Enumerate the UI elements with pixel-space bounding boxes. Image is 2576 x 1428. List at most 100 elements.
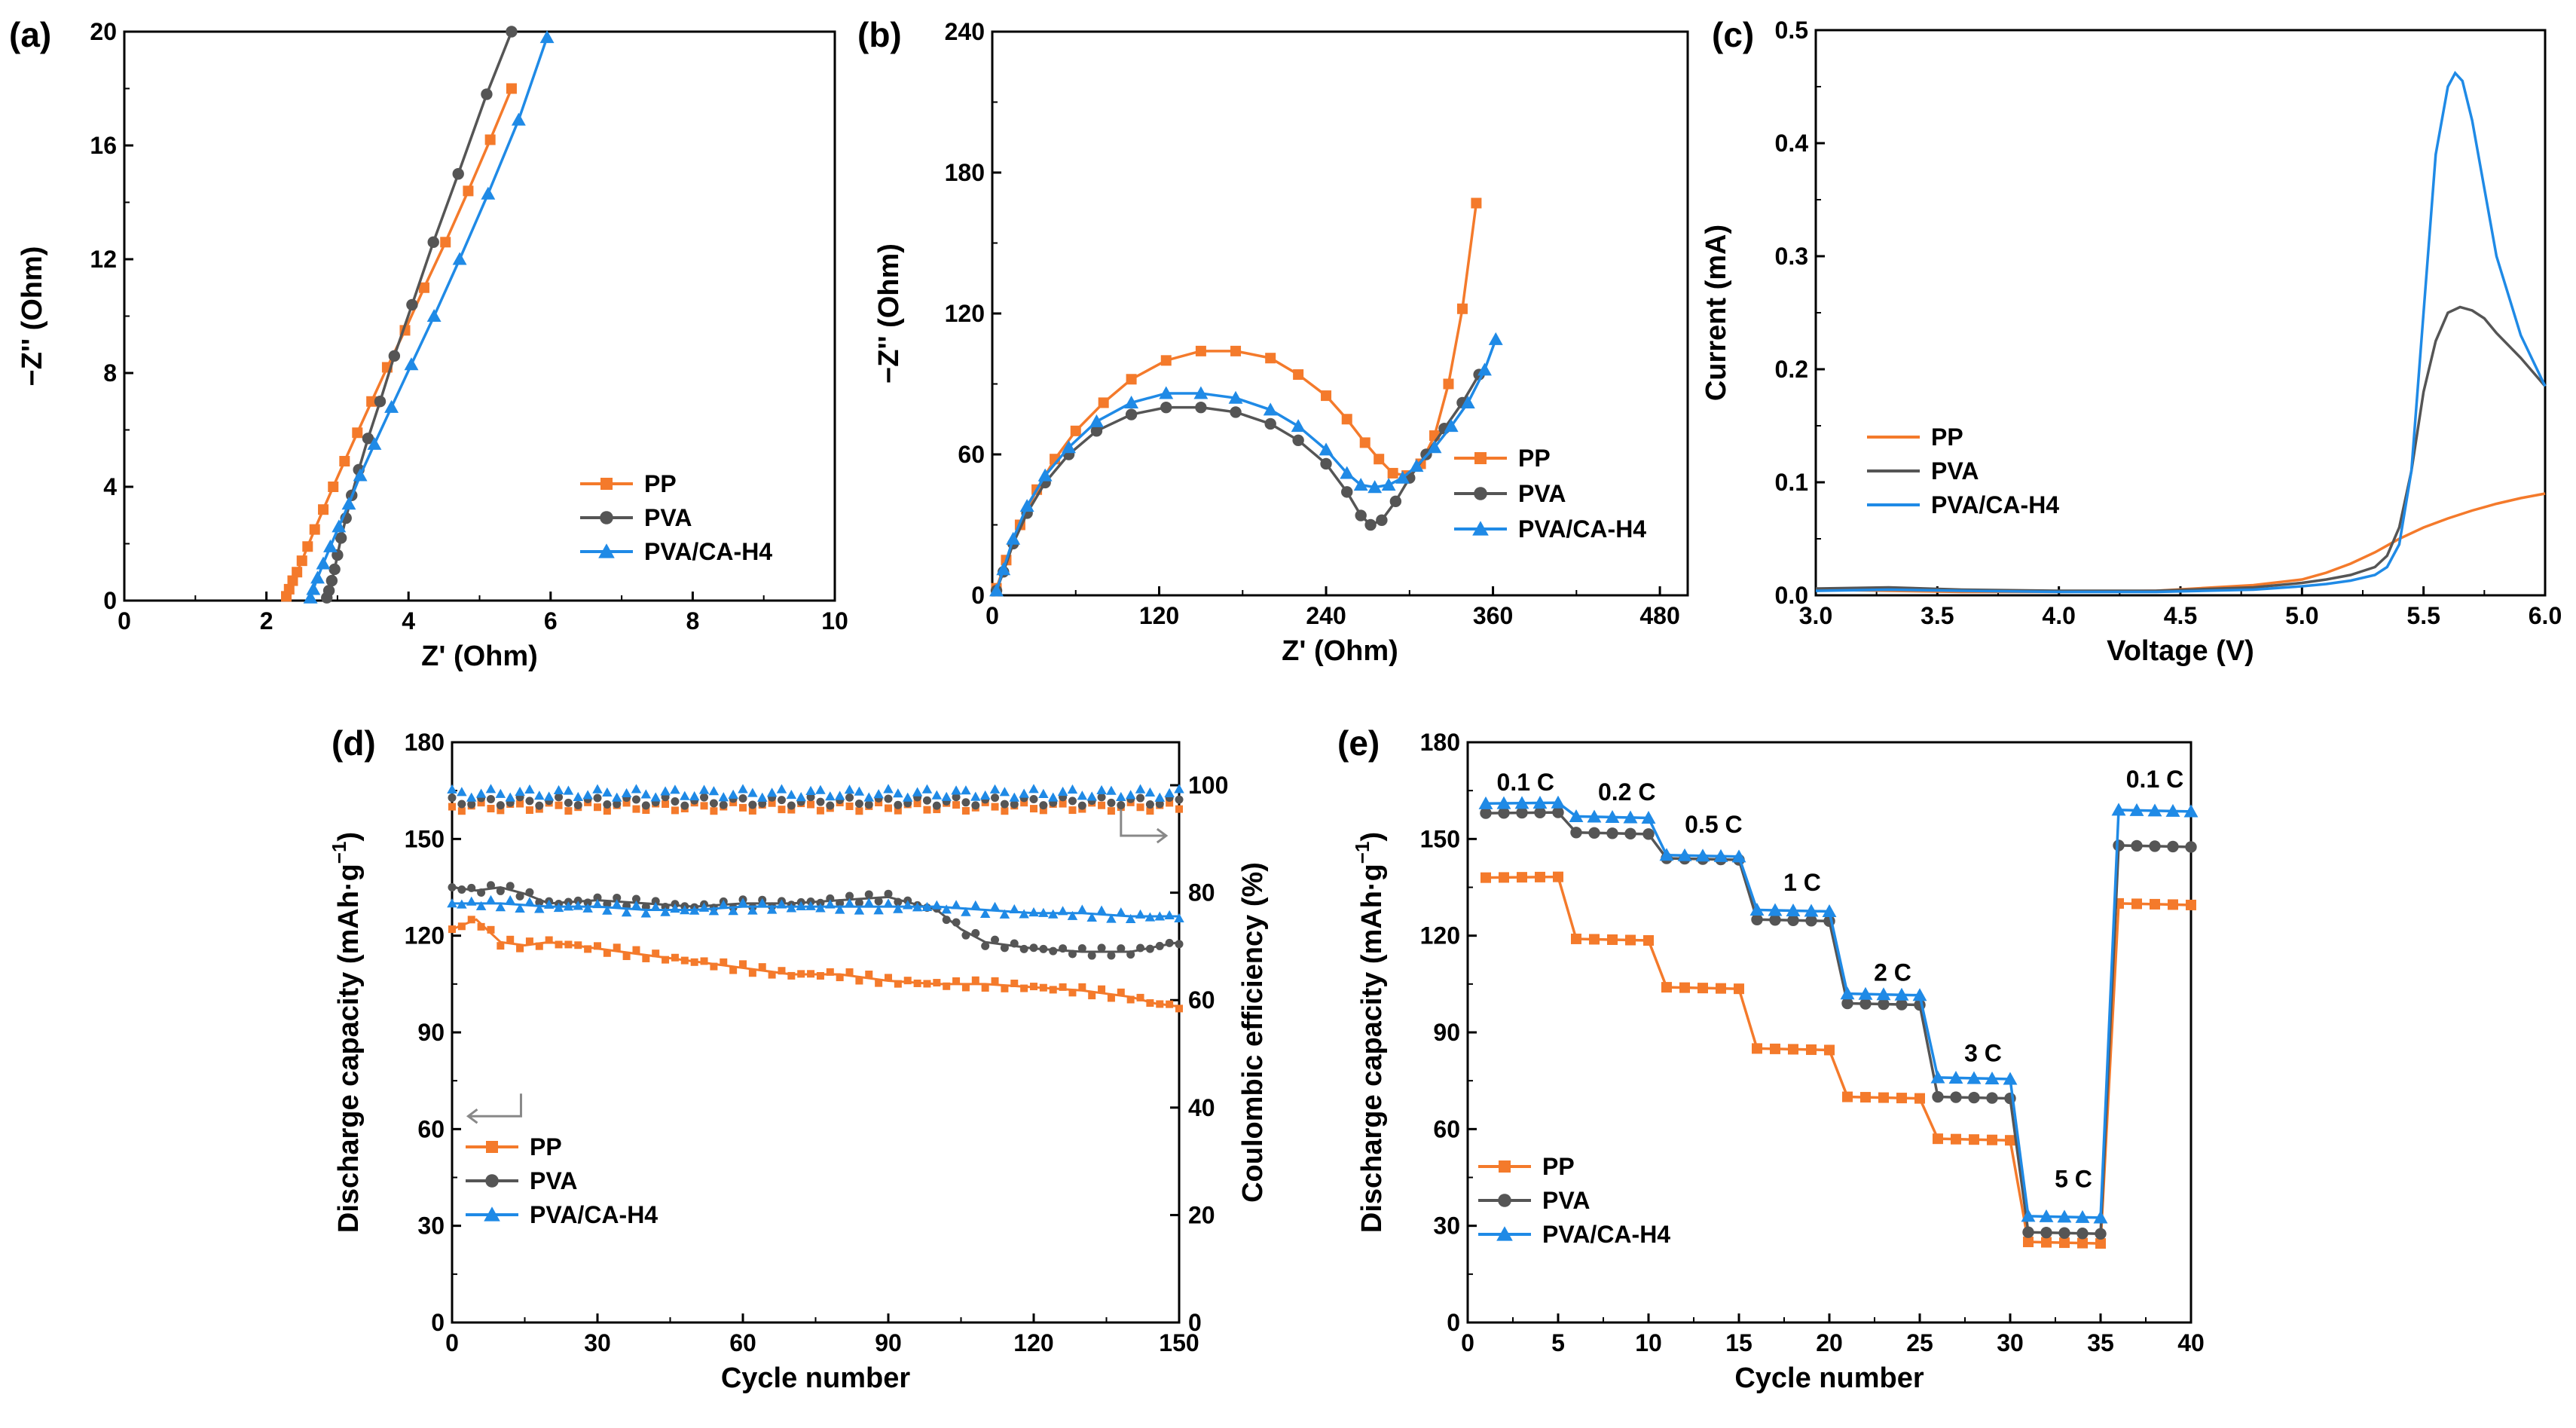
legend-marker-pva (1498, 1194, 1511, 1207)
efficiency-point-pva-ca-h4 (495, 788, 506, 798)
capacity-point-pp (826, 968, 834, 976)
efficiency-point-pva-ca-h4 (747, 787, 758, 797)
efficiency-point-pva-ca-h4 (602, 787, 613, 797)
data-point-pva-ca-h4 (367, 436, 382, 450)
data-point-pp (463, 185, 474, 197)
capacity-point-pva (1175, 940, 1184, 949)
capacity-point-pp (1156, 1000, 1164, 1008)
efficiency-point-pva (787, 801, 796, 810)
x-tick-label: 90 (875, 1329, 902, 1356)
efficiency-point-pva (593, 794, 602, 803)
y-tick-label: 150 (1420, 825, 1460, 852)
efficiency-point-pva-ca-h4 (1096, 784, 1107, 794)
capacity-point-pva-ca-h4 (1019, 909, 1029, 919)
x-tick-label: 0 (985, 602, 999, 629)
efficiency-point-pva-ca-h4 (524, 784, 535, 794)
efficiency-point-pp (710, 807, 718, 815)
data-point-pva (1090, 425, 1103, 437)
x-tick-label: 0 (1461, 1329, 1474, 1356)
data-point-pva-ca-h4 (426, 309, 442, 323)
data-point-pva (1230, 406, 1242, 418)
x-tick-label: 0 (118, 607, 131, 634)
capacity-point-pva (845, 891, 854, 901)
efficiency-point-pp (448, 803, 456, 811)
capacity-point-pp (875, 979, 883, 987)
capacity-point-pp (913, 979, 921, 987)
data-point-pva-ca-h4 (1496, 796, 1511, 809)
data-point-pva-ca-h4 (1444, 419, 1459, 433)
capacity-point-pva-ca-h4 (1086, 912, 1097, 922)
data-point-pva (1341, 486, 1353, 498)
y-tick-label: 0.3 (1775, 243, 1808, 270)
data-point-pp (1230, 345, 1242, 356)
efficiency-point-pva-ca-h4 (999, 787, 1010, 797)
capacity-point-pp (816, 971, 824, 980)
y-tick-label: 0 (1447, 1309, 1460, 1336)
data-point-pva-ca-h4 (1749, 902, 1765, 916)
data-point-pva-ca-h4 (1985, 1071, 2000, 1084)
efficiency-point-pp (516, 800, 524, 808)
data-point-pva (1552, 806, 1564, 818)
data-point-pva-ca-h4 (1713, 849, 1728, 862)
y-tick-label: 16 (90, 132, 117, 159)
data-point-pva-ca-h4 (1623, 810, 1638, 824)
efficiency-point-pva-ca-h4 (553, 784, 564, 795)
capacity-point-pva (515, 891, 524, 901)
y-axis-label: Discharge capacity (mAh·g−1) (1351, 832, 1388, 1233)
efficiency-point-pva-ca-h4 (563, 785, 574, 795)
data-point-pva (1787, 914, 1799, 927)
capacity-point-pp (564, 940, 573, 949)
data-point-pp (2077, 1237, 2088, 1249)
efficiency-point-pp (845, 802, 854, 810)
plot-frame (991, 30, 1689, 597)
capacity-point-pva (525, 888, 534, 897)
efficiency-point-pp (603, 807, 611, 815)
efficiency-point-pp (457, 807, 466, 815)
capacity-point-pva-ca-h4 (1077, 904, 1088, 914)
capacity-point-pva (1165, 938, 1174, 947)
data-point-pva (1355, 509, 1367, 521)
y2-tick-label: 60 (1188, 986, 1215, 1014)
efficiency-point-pva (854, 800, 863, 809)
capacity-point-pp (1175, 1004, 1183, 1013)
x-axis-label: Z' (Ohm) (421, 641, 538, 672)
efficiency-point-pva-ca-h4 (1106, 785, 1117, 795)
efficiency-point-pva-ca-h4 (902, 792, 913, 802)
efficiency-point-pva (467, 800, 476, 809)
data-point-pva-ca-h4 (1089, 414, 1104, 427)
capacity-point-pva-ca-h4 (989, 901, 1001, 911)
data-point-pva (1968, 1091, 1980, 1104)
left-axis-arrow (466, 1093, 522, 1124)
capacity-point-pva-ca-h4 (834, 904, 845, 914)
efficiency-point-pva-ca-h4 (883, 784, 894, 794)
data-point-pp (1842, 1091, 1853, 1102)
legend-marker-pp (1499, 1160, 1511, 1173)
capacity-point-pva-ca-h4 (524, 897, 535, 907)
efficiency-point-pp (778, 806, 786, 814)
capacity-point-pva-ca-h4 (689, 905, 700, 915)
capacity-point-pva (506, 882, 515, 891)
x-tick-label: 5.5 (2406, 602, 2440, 629)
y-tick-label: 240 (945, 18, 985, 45)
capacity-point-pva-ca-h4 (495, 902, 506, 912)
efficiency-point-pp (961, 806, 970, 815)
data-point-pva-ca-h4 (1427, 440, 1442, 454)
capacity-point-pva-ca-h4 (1135, 909, 1146, 919)
capacity-point-pva (1097, 943, 1106, 953)
efficiency-point-pva-ca-h4 (961, 785, 971, 795)
efficiency-point-pva-ca-h4 (1047, 792, 1059, 802)
data-point-pva-ca-h4 (996, 562, 1011, 576)
data-point-pva (1292, 434, 1304, 446)
data-point-pp (283, 583, 295, 595)
chart-c: 3.0 3.5 4.0 4.5 5.0 5.5 6.0 0.0 0.1 0.2 0.3 0.4 0.5 V… (1701, 15, 2562, 667)
x-tick-label: 30 (1997, 1329, 2024, 1356)
data-point-pva-ca-h4 (384, 399, 399, 413)
y-tick-label: 60 (958, 441, 985, 468)
x-tick-label: 8 (686, 607, 700, 634)
data-point-pva (335, 532, 347, 544)
data-point-pva-ca-h4 (332, 519, 347, 533)
capacity-point-pva-ca-h4 (573, 901, 584, 910)
efficiency-point-pva-ca-h4 (893, 788, 903, 798)
capacity-point-pva-ca-h4 (883, 898, 894, 908)
